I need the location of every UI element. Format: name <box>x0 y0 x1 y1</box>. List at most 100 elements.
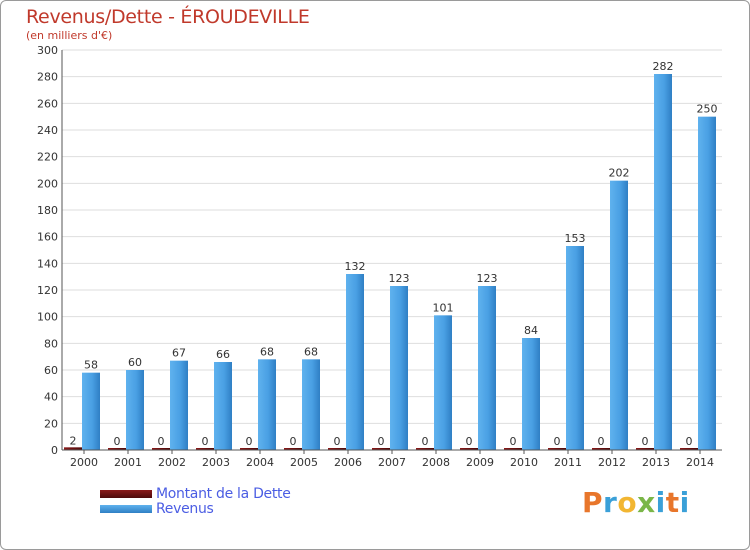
bar-debt-2002 <box>152 448 170 450</box>
proxiti-logo: Proxiti <box>582 486 690 519</box>
bar-revenue-2010 <box>522 338 540 450</box>
bar-revenue-2004 <box>258 359 276 450</box>
bar-debt-2009 <box>460 448 478 450</box>
x-tick-label: 2011 <box>554 456 582 469</box>
data-label-debt-2001: 0 <box>114 435 121 448</box>
x-tick-label: 2006 <box>334 456 362 469</box>
data-label-debt-2003: 0 <box>202 435 209 448</box>
y-tick-label: 240 <box>37 124 58 137</box>
bar-revenue-2009 <box>478 286 496 450</box>
legend-label-debt: Montant de la Dette <box>156 485 291 502</box>
bar-revenue-2006 <box>346 274 364 450</box>
bar-debt-2005 <box>284 448 302 450</box>
x-tick-label: 2002 <box>158 456 186 469</box>
y-tick-label: 160 <box>37 231 58 244</box>
data-label-debt-2013: 0 <box>642 435 649 448</box>
x-tick-label: 2000 <box>70 456 98 469</box>
bar-debt-2012 <box>592 448 610 450</box>
data-label-debt-2006: 0 <box>334 435 341 448</box>
x-tick-label: 2001 <box>114 456 142 469</box>
y-tick-label: 260 <box>37 97 58 110</box>
bar-revenue-2007 <box>390 286 408 450</box>
bar-revenue-2014 <box>698 116 716 451</box>
logo-letter: t <box>665 486 680 519</box>
data-label-revenue-2009: 123 <box>477 272 498 285</box>
data-label-revenue-2001: 60 <box>128 356 142 369</box>
data-label-debt-2011: 0 <box>554 435 561 448</box>
bar-revenue-2001 <box>126 370 144 450</box>
logo-letter: x <box>637 486 656 519</box>
axes <box>61 50 722 451</box>
logo-letter: o <box>617 486 638 519</box>
y-tick-label: 300 <box>37 44 58 57</box>
bar-debt-2013 <box>636 448 654 450</box>
data-label-debt-2010: 0 <box>510 435 517 448</box>
data-label-debt-2007: 0 <box>378 435 385 448</box>
bar-revenue-2005 <box>302 359 320 450</box>
data-label-debt-2000: 2 <box>70 434 77 447</box>
y-tick-label: 120 <box>37 284 58 297</box>
bar-debt-2007 <box>372 448 390 450</box>
legend-swatch-revenue <box>100 504 152 513</box>
x-tick-label: 2014 <box>686 456 714 469</box>
bar-revenue-2008 <box>434 315 452 450</box>
data-label-revenue-2010: 84 <box>524 324 538 337</box>
data-labels: 2 58 0 60 0 67 0 66 0 68 0 68 0 132 0 123 0 101 0 123 0 84 0 15… <box>70 60 718 448</box>
bar-debt-2010 <box>504 448 522 450</box>
legend-label-revenue: Revenus <box>156 500 214 517</box>
y-tick-label: 0 <box>51 444 58 457</box>
bars <box>64 74 716 451</box>
x-tick-label: 2009 <box>466 456 494 469</box>
legend-item-revenue: Revenus <box>100 500 291 517</box>
data-label-revenue-2000: 58 <box>84 359 98 372</box>
x-tick-label: 2013 <box>642 456 670 469</box>
bar-debt-2014 <box>680 448 698 450</box>
bar-revenue-2000 <box>82 372 100 450</box>
bar-revenue-2012 <box>610 180 628 450</box>
y-tick-label: 140 <box>37 257 58 270</box>
x-tick-label: 2005 <box>290 456 318 469</box>
y-tick-label: 80 <box>44 337 58 350</box>
data-label-revenue-2002: 67 <box>172 347 186 360</box>
x-tick-label: 2003 <box>202 456 230 469</box>
y-tick-label: 60 <box>44 364 58 377</box>
data-label-debt-2004: 0 <box>246 435 253 448</box>
data-label-debt-2005: 0 <box>290 435 297 448</box>
y-tick-label: 180 <box>37 204 58 217</box>
data-label-revenue-2013: 282 <box>653 60 674 73</box>
data-label-debt-2008: 0 <box>422 435 429 448</box>
data-label-revenue-2008: 101 <box>433 301 454 314</box>
data-label-debt-2009: 0 <box>466 435 473 448</box>
bar-debt-2000 <box>64 447 82 450</box>
chart-title: Revenus/Dette - ÉROUDEVILLE <box>26 6 310 28</box>
data-label-revenue-2004: 68 <box>260 345 274 358</box>
x-tick-label: 2004 <box>246 456 274 469</box>
data-label-debt-2002: 0 <box>158 435 165 448</box>
bar-debt-2003 <box>196 448 214 450</box>
bar-debt-2001 <box>108 448 126 450</box>
data-label-debt-2012: 0 <box>598 435 605 448</box>
logo-letter: i <box>679 486 690 519</box>
x-axis-ticks: 2000 2001 2002 2003 2004 2005 2006 2007 2008 2009… <box>70 450 714 469</box>
y-axis-ticks: 0 20 40 60 80 100 120 140 160 180 200 220 240 260 280 3… <box>37 44 58 457</box>
logo-letter: i <box>655 486 666 519</box>
bar-debt-2006 <box>328 448 346 450</box>
bar-revenue-2011 <box>566 246 584 450</box>
bar-debt-2008 <box>416 448 434 450</box>
data-label-revenue-2007: 123 <box>389 272 410 285</box>
data-label-debt-2014: 0 <box>686 435 693 448</box>
y-tick-label: 280 <box>37 71 58 84</box>
bar-revenue-2003 <box>214 362 232 450</box>
data-label-revenue-2006: 132 <box>345 260 366 273</box>
bar-debt-2011 <box>548 448 566 450</box>
x-tick-label: 2008 <box>422 456 450 469</box>
data-label-revenue-2012: 202 <box>609 167 630 180</box>
logo-letter: r <box>603 486 618 519</box>
y-tick-label: 100 <box>37 311 58 324</box>
data-label-revenue-2014: 250 <box>697 103 718 116</box>
logo-letter: P <box>582 486 604 519</box>
y-tick-label: 40 <box>44 391 58 404</box>
legend: Montant de la Dette Revenus <box>100 485 291 517</box>
data-label-revenue-2011: 153 <box>565 232 586 245</box>
